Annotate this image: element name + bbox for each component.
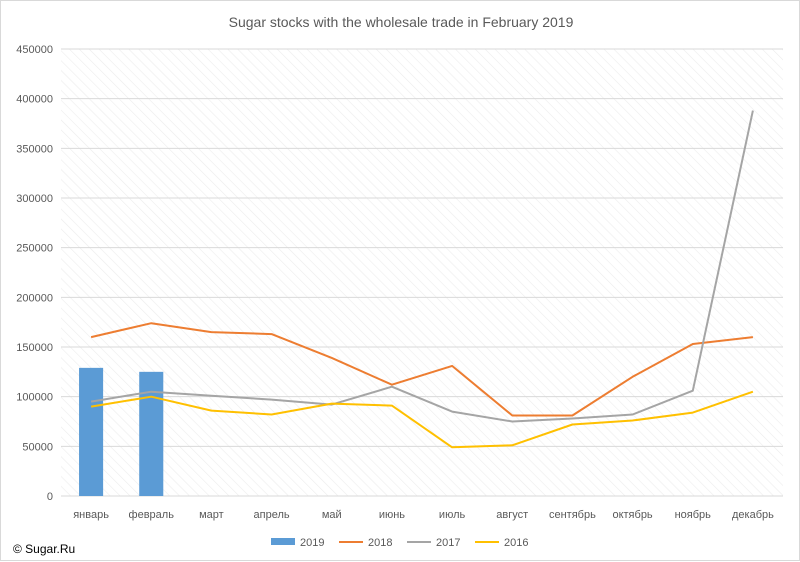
line-series-2016	[90, 390, 754, 449]
x-tick-label: январь	[73, 509, 109, 521]
line-series	[90, 110, 754, 449]
line-series-2017	[90, 110, 754, 423]
x-tick-label: сентябрь	[549, 509, 596, 521]
y-tick-label: 100000	[16, 392, 53, 404]
legend-label-2017: 2017	[436, 537, 460, 549]
legend-swatch-2019	[271, 538, 295, 545]
x-tick-label: апрель	[254, 509, 290, 521]
x-axis-ticks: январь февраль март апрель май июнь июль август…	[73, 509, 774, 521]
y-tick-label: 250000	[16, 243, 53, 255]
y-tick-label: 50000	[22, 441, 53, 453]
x-tick-label: декабрь	[732, 509, 774, 521]
x-tick-label: май	[322, 509, 342, 521]
y-axis-ticks: 0 50000 100000 150000 200000 250000 300000 3500…	[16, 44, 53, 503]
x-tick-label: февраль	[129, 509, 175, 521]
legend-label-2019: 2019	[300, 537, 324, 549]
x-tick-label: июнь	[379, 509, 405, 521]
legend: 2019 2018 2017 2016	[271, 537, 528, 549]
y-tick-label: 450000	[16, 44, 53, 56]
plot-background	[61, 49, 783, 496]
y-tick-label: 350000	[16, 143, 53, 155]
y-tick-label: 300000	[16, 193, 53, 205]
x-tick-label: октябрь	[612, 509, 652, 521]
copyright-text: © Sugar.Ru	[13, 542, 75, 556]
chart-title: Sugar stocks with the wholesale trade in…	[229, 14, 574, 30]
line-series-2018	[90, 322, 754, 417]
x-tick-label: август	[496, 509, 528, 521]
bar-2019	[139, 371, 164, 496]
gridlines	[61, 48, 783, 497]
y-tick-label: 150000	[16, 342, 53, 354]
y-tick-label: 0	[47, 491, 53, 503]
bar-2019	[79, 367, 104, 496]
y-tick-label: 200000	[16, 292, 53, 304]
y-tick-label: 400000	[16, 94, 53, 106]
legend-label-2018: 2018	[368, 537, 392, 549]
x-tick-label: ноябрь	[675, 509, 712, 521]
x-tick-label: июль	[439, 509, 466, 521]
x-tick-label: март	[199, 509, 224, 521]
legend-label-2016: 2016	[504, 537, 528, 549]
